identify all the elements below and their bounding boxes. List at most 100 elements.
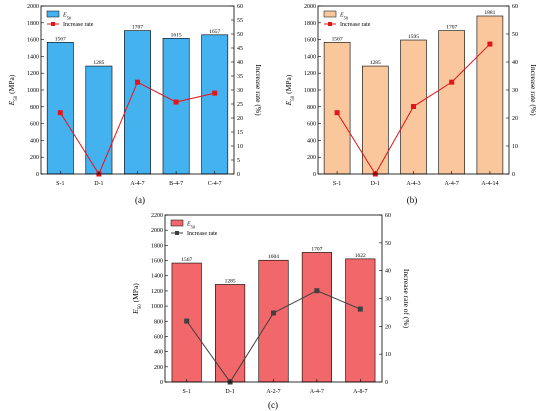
left-axis-label: E50 (MPa) xyxy=(7,74,19,106)
category-label: C-4-7 xyxy=(208,181,222,187)
right-axis-label: Increase rate (%) xyxy=(529,64,538,116)
left-tick-label: 800 xyxy=(307,105,316,111)
left-tick-label: 1400 xyxy=(27,54,39,60)
bar-s-1 xyxy=(46,42,74,175)
right-tick-label: 30 xyxy=(237,88,243,94)
category-label: A-4-7 xyxy=(445,181,459,187)
bar-value-label: 1285 xyxy=(93,60,104,66)
right-tick-label: 20 xyxy=(512,116,518,122)
left-tick-label: 1400 xyxy=(304,54,316,60)
axis-unit: (MPa) xyxy=(131,283,140,305)
legend-subscript: 50 xyxy=(344,15,349,20)
category-label: A-4-7 xyxy=(130,181,144,187)
bar-a-4-7 xyxy=(124,30,151,175)
chart-panel-c: 1567128516041707162202004006008001000120… xyxy=(131,213,411,410)
bar-value-label: 1567 xyxy=(332,36,343,42)
left-tick-label: 800 xyxy=(154,319,163,325)
bar-value-label: 1881 xyxy=(484,10,495,16)
right-tick-label: 30 xyxy=(385,297,391,303)
category-label: A-4-14 xyxy=(481,181,498,187)
legend-line-marker xyxy=(175,231,179,235)
axis-unit: (MPa) xyxy=(284,74,293,96)
left-tick-label: 1200 xyxy=(27,71,39,77)
axis-symbol: E xyxy=(7,100,16,106)
left-tick-label: 1000 xyxy=(151,304,163,310)
right-tick-label: 35 xyxy=(237,74,243,80)
bar-a-4-7 xyxy=(301,252,332,383)
bar-d-1 xyxy=(85,65,113,175)
right-tick-label: 10 xyxy=(512,144,518,150)
left-tick-label: 1600 xyxy=(151,259,163,265)
right-tick-label: 60 xyxy=(385,213,391,219)
increase-rate-point xyxy=(271,310,276,316)
right-tick-label: 60 xyxy=(237,4,243,10)
legend-line-label: Increase rate xyxy=(63,22,94,28)
right-tick-label: 40 xyxy=(385,269,391,275)
legend-line-marker xyxy=(328,22,332,26)
axis-subscript: 50 xyxy=(291,95,296,101)
left-tick-label: 1800 xyxy=(151,243,163,249)
right-tick-label: 40 xyxy=(237,60,243,66)
left-tick-label: 2200 xyxy=(151,213,163,219)
bar-value-label: 1595 xyxy=(408,34,419,40)
right-tick-label: 10 xyxy=(237,144,243,150)
right-tick-label: 50 xyxy=(385,241,391,247)
increase-rate-point xyxy=(314,288,320,294)
left-axis-label: E50 (MPa) xyxy=(131,283,143,315)
left-tick-label: 1800 xyxy=(304,21,316,27)
legend-symbol: E xyxy=(339,13,344,19)
bar-value-label: 1707 xyxy=(132,25,143,31)
legend-bar-swatch xyxy=(170,219,184,227)
bar-value-label: 1604 xyxy=(268,254,279,260)
left-tick-label: 1000 xyxy=(27,88,39,94)
bar-value-label: 1285 xyxy=(370,60,381,66)
category-label: A-4-3 xyxy=(406,181,420,187)
left-tick-label: 1800 xyxy=(27,21,39,27)
left-tick-label: 400 xyxy=(154,350,163,356)
chart-panel-a: 1567128517071615165702004006008001000120… xyxy=(7,4,263,205)
left-tick-label: 2000 xyxy=(304,4,316,10)
left-tick-label: 800 xyxy=(30,105,39,111)
increase-rate-point xyxy=(449,79,455,85)
category-label: B-4-7 xyxy=(169,181,183,187)
bar-value-label: 1707 xyxy=(446,25,457,31)
panel-label: (c) xyxy=(268,400,278,410)
legend-bar-label: E50 xyxy=(62,13,72,21)
right-axis-label: Increase rate of (%) xyxy=(402,269,411,329)
chart-panel-b: 1567128515951707188102004006008001000120… xyxy=(284,4,538,205)
bar-a-8-7 xyxy=(345,258,376,383)
category-label: S-1 xyxy=(183,389,191,395)
left-tick-label: 1000 xyxy=(304,88,316,94)
bar-c-4-7 xyxy=(201,34,229,175)
right-tick-label: 25 xyxy=(237,102,243,108)
left-axis-label: E50 (MPa) xyxy=(284,74,296,106)
right-tick-label: 30 xyxy=(512,88,518,94)
left-tick-label: 0 xyxy=(36,172,39,178)
left-tick-label: 600 xyxy=(307,122,316,128)
left-tick-label: 200 xyxy=(154,365,163,371)
right-tick-label: 20 xyxy=(237,116,243,122)
left-tick-label: 200 xyxy=(307,155,316,161)
bar-value-label: 1657 xyxy=(209,29,220,35)
right-tick-label: 0 xyxy=(237,172,240,178)
legend-symbol: E xyxy=(62,13,67,19)
axis-unit: (MPa) xyxy=(7,74,16,96)
left-tick-label: 600 xyxy=(30,122,39,128)
bar-b-4-7 xyxy=(162,38,190,175)
increase-rate-point xyxy=(212,90,218,96)
bar-a-4-7 xyxy=(438,30,465,175)
bar-value-label: 1567 xyxy=(55,36,66,42)
bar-a-2-7 xyxy=(258,259,289,383)
right-tick-label: 50 xyxy=(512,32,518,38)
increase-rate-point xyxy=(357,306,363,312)
right-tick-label: 40 xyxy=(512,60,518,66)
bar-value-label: 1622 xyxy=(355,253,366,259)
left-tick-label: 1600 xyxy=(27,38,39,44)
legend-line-marker xyxy=(51,22,55,26)
axis-subscript: 50 xyxy=(138,304,143,310)
right-tick-label: 60 xyxy=(512,4,518,10)
increase-rate-point xyxy=(487,41,493,47)
left-tick-label: 400 xyxy=(30,138,39,144)
right-axis-label: Increase rate (%) xyxy=(254,64,263,116)
increase-rate-point xyxy=(334,110,340,116)
